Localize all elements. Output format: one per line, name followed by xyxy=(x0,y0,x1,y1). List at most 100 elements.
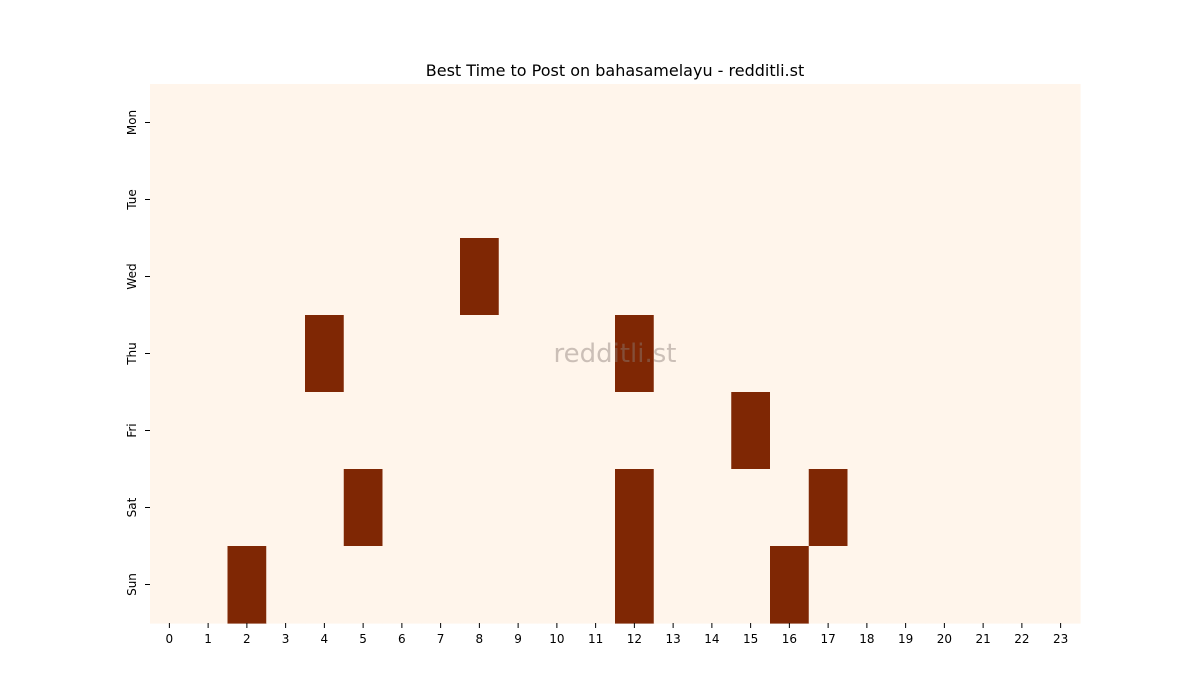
heatmap-cell-sat-13 xyxy=(653,469,694,547)
heatmap-cell-tue-9 xyxy=(498,161,539,239)
heatmap-cell-fri-7 xyxy=(421,392,461,470)
heatmap-cell-wed-3 xyxy=(266,238,306,316)
heatmap-cell-tue-23 xyxy=(1041,161,1081,239)
heatmap-cell-sat-19 xyxy=(886,469,926,547)
x-tick-label: 14 xyxy=(704,632,719,646)
plot-area xyxy=(150,84,1081,624)
heatmap-cell-thu-23 xyxy=(1041,315,1081,393)
watermark-text: redditli.st xyxy=(554,339,677,369)
heatmap-cell-sat-16 xyxy=(770,469,810,547)
heatmap-cell-sun-22 xyxy=(1002,546,1042,624)
heatmap-cell-sat-0 xyxy=(150,469,190,547)
heatmap-cell-wed-1 xyxy=(188,238,229,316)
heatmap-cell-thu-16 xyxy=(770,315,810,393)
x-tick-label: 2 xyxy=(243,632,251,646)
heatmap-cell-thu-21 xyxy=(963,315,1004,393)
heatmap-cell-tue-3 xyxy=(266,161,306,239)
heatmap-cell-mon-20 xyxy=(925,84,965,162)
heatmap-cell-sat-14 xyxy=(692,469,732,547)
x-tick-label: 3 xyxy=(282,632,290,646)
heatmap-cell-sat-9 xyxy=(498,469,539,547)
heatmap-cell-mon-7 xyxy=(421,84,461,162)
heatmap-cell-sat-10 xyxy=(537,469,577,547)
x-tick-label: 23 xyxy=(1053,632,1068,646)
heatmap-cell-wed-9 xyxy=(498,238,539,316)
heatmap-cell-mon-14 xyxy=(692,84,732,162)
x-tick-label: 7 xyxy=(437,632,445,646)
heatmap-cell-sat-15 xyxy=(731,469,771,547)
heatmap-cell-thu-14 xyxy=(692,315,732,393)
heatmap-cell-fri-19 xyxy=(886,392,926,470)
heatmap-cell-thu-3 xyxy=(266,315,306,393)
heatmap-cell-sun-21 xyxy=(963,546,1004,624)
heatmap-cell-mon-1 xyxy=(188,84,229,162)
heatmap-cell-tue-17 xyxy=(808,161,849,239)
heatmap-cell-wed-17 xyxy=(808,238,849,316)
heatmap-cell-fri-17 xyxy=(808,392,849,470)
heatmap-cell-mon-3 xyxy=(266,84,306,162)
heatmap-cell-sun-5 xyxy=(343,546,384,624)
heatmap-cell-fri-14 xyxy=(692,392,732,470)
heatmap-cell-fri-21 xyxy=(963,392,1004,470)
heatmap-cell-thu-22 xyxy=(1002,315,1042,393)
heatmap-cell-fri-16 xyxy=(770,392,810,470)
y-axis: Mon Tue Wed Thu Fri Sat Sun xyxy=(125,110,150,596)
heatmap-cell-tue-20 xyxy=(925,161,965,239)
heatmap-cell-fri-10 xyxy=(537,392,577,470)
heatmap-cell-tue-21 xyxy=(963,161,1004,239)
heatmap-cell-wed-6 xyxy=(382,238,422,316)
heatmap-cell-fri-18 xyxy=(847,392,887,470)
heatmap-cell-wed-23 xyxy=(1041,238,1081,316)
heatmap-cell-thu-19 xyxy=(886,315,926,393)
heatmap-cell-thu-4 xyxy=(305,315,345,393)
heatmap-cell-thu-13 xyxy=(653,315,694,393)
heatmap-cell-mon-8 xyxy=(460,84,500,162)
heatmap-cell-sun-16 xyxy=(770,546,810,624)
heatmap-cell-mon-5 xyxy=(343,84,384,162)
heatmap-cell-mon-0 xyxy=(150,84,190,162)
heatmap-cell-thu-15 xyxy=(731,315,771,393)
heatmap-cell-wed-5 xyxy=(343,238,384,316)
heatmap-cell-wed-21 xyxy=(963,238,1004,316)
heatmap-cell-sun-3 xyxy=(266,546,306,624)
heatmap-cell-fri-1 xyxy=(188,392,229,470)
heatmap-cell-sun-13 xyxy=(653,546,694,624)
heatmap-cell-fri-9 xyxy=(498,392,539,470)
heatmap-cell-sun-20 xyxy=(925,546,965,624)
heatmap-cell-sat-5 xyxy=(343,469,384,547)
heatmap-cell-sun-1 xyxy=(188,546,229,624)
x-axis: 0 1 2 3 4 5 6 7 8 9 10 11 12 13 14 15 16 17 18 19 20 21 22 23 xyxy=(166,623,1068,646)
heatmap-cell-thu-5 xyxy=(343,315,384,393)
heatmap-cell-sat-18 xyxy=(847,469,887,547)
heatmap-cell-fri-3 xyxy=(266,392,306,470)
heatmap-cell-fri-23 xyxy=(1041,392,1081,470)
y-tick-label: Tue xyxy=(125,189,139,211)
heatmap-cell-tue-0 xyxy=(150,161,190,239)
heatmap-cell-mon-23 xyxy=(1041,84,1081,162)
x-tick-label: 13 xyxy=(665,632,680,646)
heatmap-cell-tue-11 xyxy=(576,161,616,239)
heatmap-cell-thu-9 xyxy=(498,315,539,393)
heatmap-cell-tue-10 xyxy=(537,161,577,239)
heatmap-cell-sun-6 xyxy=(382,546,422,624)
y-tick-label: Sat xyxy=(125,497,139,517)
heatmap-cell-tue-1 xyxy=(188,161,229,239)
heatmap-cell-sun-9 xyxy=(498,546,539,624)
heatmap-cell-sun-12 xyxy=(615,546,655,624)
heatmap-cell-sat-12 xyxy=(615,469,655,547)
heatmap-cell-thu-1 xyxy=(188,315,229,393)
heatmap-cell-sun-14 xyxy=(692,546,732,624)
heatmap-cell-mon-19 xyxy=(886,84,926,162)
x-tick-label: 17 xyxy=(820,632,835,646)
heatmap-cell-tue-13 xyxy=(653,161,694,239)
heatmap-cell-sat-22 xyxy=(1002,469,1042,547)
heatmap-cell-tue-15 xyxy=(731,161,771,239)
heatmap-cell-sun-18 xyxy=(847,546,887,624)
heatmap-cell-wed-8 xyxy=(460,238,500,316)
heatmap-cell-wed-22 xyxy=(1002,238,1042,316)
x-tick-label: 16 xyxy=(782,632,797,646)
heatmap-cell-mon-15 xyxy=(731,84,771,162)
heatmap-cell-wed-7 xyxy=(421,238,461,316)
heatmap-cell-fri-5 xyxy=(343,392,384,470)
